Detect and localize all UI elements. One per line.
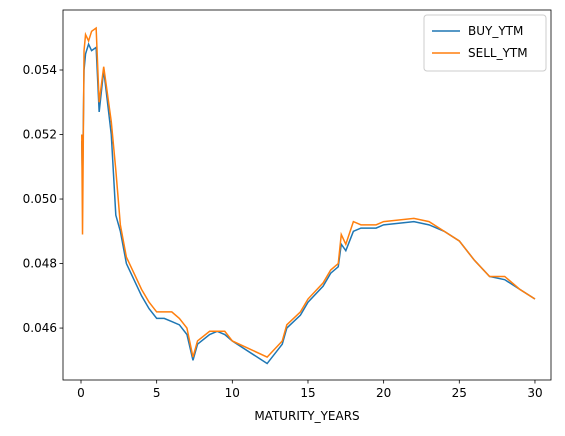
x-tick-label: 5 [153,386,161,400]
x-axis-label: MATURITY_YEARS [254,409,359,423]
x-tick-label: 15 [300,386,315,400]
x-tick-label: 20 [376,386,391,400]
y-tick-label: 0.052 [23,128,57,142]
y-tick-label: 0.054 [23,63,57,77]
y-tick-label: 0.046 [23,321,57,335]
x-tick-label: 30 [527,386,542,400]
legend-box [423,14,547,72]
line-series [81,42,536,365]
plot-frame [62,9,552,381]
line-series [81,26,536,359]
x-tick-label: 25 [452,386,467,400]
y-tick-label: 0.048 [23,257,57,271]
legend-label: BUY_YTM [468,24,523,38]
y-tick-label: 0.050 [23,192,57,206]
legend-label: SELL_YTM [468,46,528,60]
x-tick-label: 0 [77,386,85,400]
x-tick-label: 10 [225,386,240,400]
